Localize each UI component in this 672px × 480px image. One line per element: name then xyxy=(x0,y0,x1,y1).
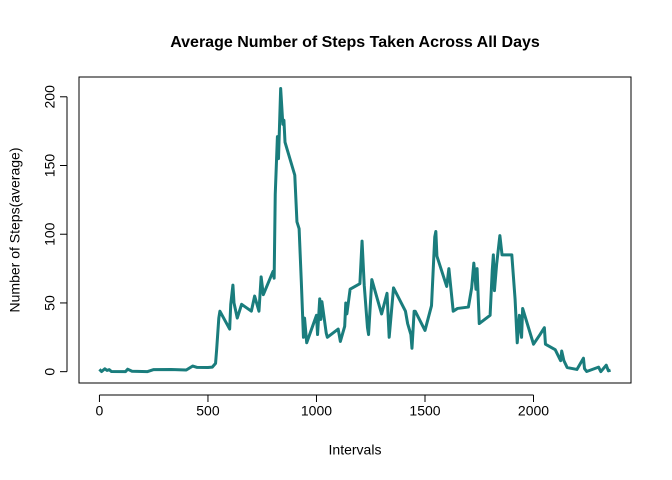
chart-title: Average Number of Steps Taken Across All… xyxy=(170,34,540,51)
x-tick-label: 1500 xyxy=(409,403,440,419)
x-axis-label: Intervals xyxy=(329,442,382,458)
y-tick-label: 150 xyxy=(42,154,58,178)
x-tick-label: 0 xyxy=(96,403,104,419)
data-line xyxy=(98,87,612,374)
y-tick-label: 200 xyxy=(42,85,58,109)
y-tick-label: 0 xyxy=(42,368,58,376)
y-tick-label: 100 xyxy=(42,222,58,246)
x-tick-label: 1000 xyxy=(301,403,332,419)
x-tick-label: 2000 xyxy=(518,403,549,419)
y-tick-label: 50 xyxy=(42,295,58,311)
y-axis-label: Number of Steps(average) xyxy=(7,148,23,313)
plot-frame xyxy=(78,76,632,384)
x-tick-label: 500 xyxy=(196,403,220,419)
